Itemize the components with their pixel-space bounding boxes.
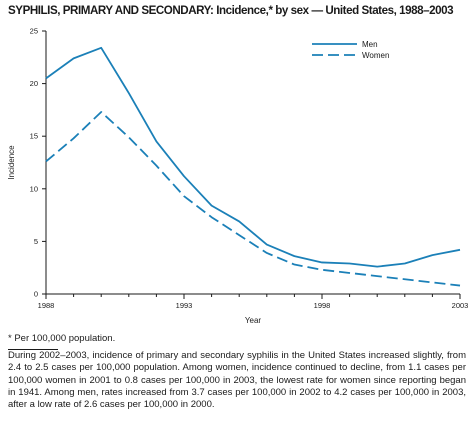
legend-label-women: Women: [362, 51, 389, 60]
y-tick-label: 10: [30, 184, 38, 193]
chart-title: SYPHILIS, PRIMARY AND SECONDARY: Inciden…: [8, 4, 454, 17]
y-tick-label: 15: [30, 132, 38, 141]
y-tick-label: 20: [30, 79, 38, 88]
legend-label-men: Men: [362, 40, 378, 49]
y-axis-title: Incidence: [7, 145, 16, 180]
x-axis-title: Year: [245, 316, 262, 325]
x-tick-label: 1993: [176, 301, 193, 310]
x-tick-label: 2003: [452, 301, 469, 310]
footnote: * Per 100,000 population.: [8, 333, 116, 344]
footnote-divider: [8, 349, 58, 350]
x-tick-label: 1998: [314, 301, 331, 310]
series-line-men: [45, 46, 461, 268]
series-line-women: [45, 111, 461, 287]
line-chart: 0 5 10 15 20 25 1988 1993 1998 2003 Incidence Year M…: [7, 27, 469, 326]
y-tick-label: 25: [30, 27, 38, 36]
y-tick-label: 0: [34, 290, 38, 299]
y-tick-label: 5: [34, 237, 38, 246]
description-paragraph: During 2002–2003, incidence of primary a…: [8, 350, 466, 411]
x-tick-label: 1988: [38, 301, 55, 310]
